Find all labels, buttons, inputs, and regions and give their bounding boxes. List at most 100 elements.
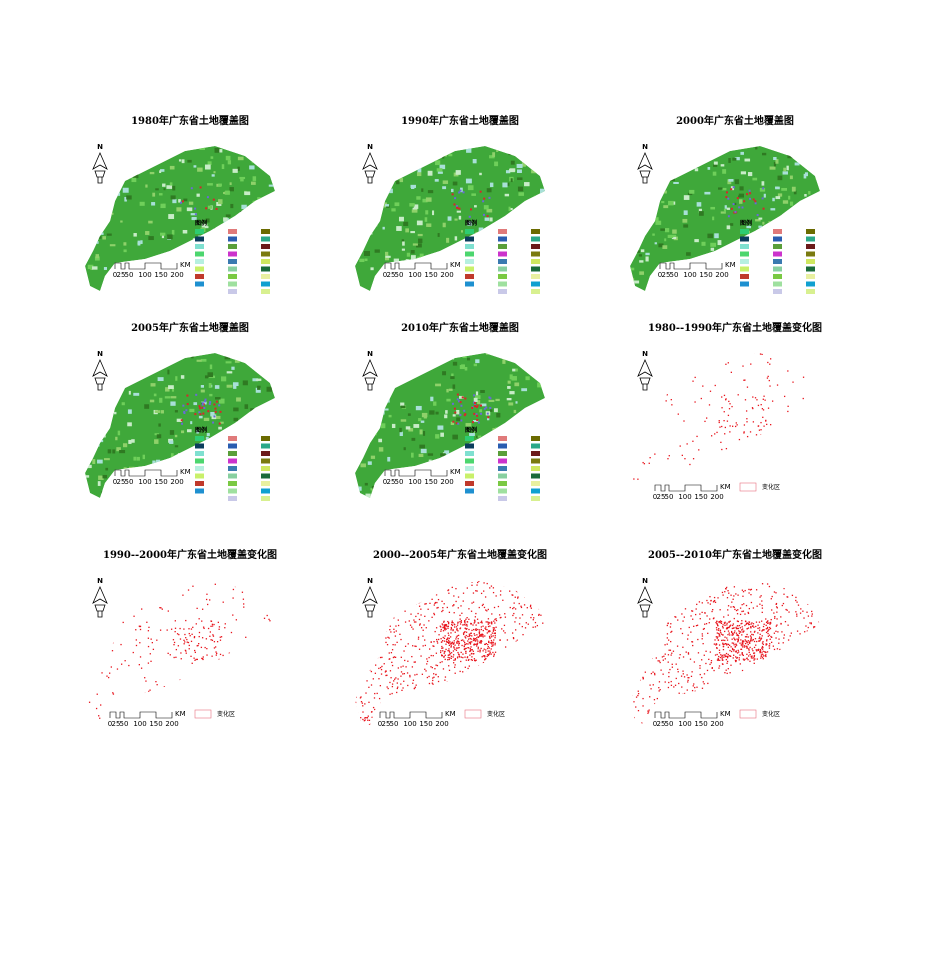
change-patch — [224, 623, 226, 625]
change-patch — [361, 618, 363, 620]
scale-line — [379, 711, 443, 719]
change-patch — [412, 628, 414, 630]
change-patch — [435, 594, 438, 596]
land-patch — [542, 268, 545, 273]
land-patch — [414, 466, 420, 470]
change-patch — [169, 577, 170, 578]
land-patch — [452, 414, 456, 417]
change-patch — [432, 679, 434, 682]
urban-patch — [734, 210, 737, 213]
scale-label: 0 — [658, 271, 662, 279]
change-patch — [649, 684, 651, 686]
land-patch — [418, 238, 423, 243]
change-patch — [681, 613, 683, 615]
land-patch — [445, 470, 450, 475]
change-patch — [513, 716, 516, 719]
change-patch — [502, 579, 503, 580]
change-patch — [644, 651, 646, 653]
change-patch — [749, 679, 752, 681]
land-patch — [188, 201, 194, 205]
land-patch — [406, 252, 411, 257]
change-patch — [470, 719, 473, 722]
land-patch — [130, 285, 137, 290]
land-patch — [789, 201, 794, 206]
change-patch — [466, 623, 468, 626]
change-patch — [759, 673, 762, 676]
change-patch — [686, 706, 688, 709]
change-patch — [492, 630, 495, 632]
change-patch — [796, 615, 798, 617]
change-patch — [473, 633, 475, 635]
change-patch — [791, 699, 794, 701]
change-patch — [211, 707, 213, 709]
land-patch — [635, 226, 639, 231]
land-patch — [459, 364, 465, 370]
scale-unit: KM — [180, 261, 191, 269]
change-patch — [791, 594, 794, 597]
change-patch — [490, 721, 493, 723]
legend-swatch — [261, 496, 270, 501]
change-patch — [458, 646, 460, 649]
land-patch — [733, 257, 736, 260]
land-patch — [696, 202, 702, 207]
change-patch — [435, 708, 438, 710]
change-patch — [656, 697, 658, 700]
legend-label: 变化区 — [762, 710, 780, 718]
land-patch — [734, 157, 740, 161]
change-patch — [433, 613, 436, 616]
land-patch — [225, 190, 230, 195]
land-patch — [714, 233, 719, 239]
land-patch — [122, 443, 128, 448]
change-patch — [686, 578, 687, 579]
land-patch — [85, 279, 89, 282]
change-patch — [454, 659, 457, 661]
change-patch — [768, 682, 770, 685]
change-patch — [507, 708, 509, 710]
legend-swatch — [261, 451, 270, 456]
change-patch — [193, 636, 196, 639]
change-patch — [658, 606, 660, 608]
change-patch — [445, 624, 448, 626]
change-patch — [248, 705, 251, 708]
change-patch — [771, 669, 774, 671]
change-patch — [633, 701, 635, 703]
change-patch — [230, 631, 233, 634]
change-patch — [453, 642, 455, 644]
change-patch — [543, 591, 545, 593]
change-patch — [427, 608, 429, 610]
change-patch — [800, 608, 802, 610]
change-patch — [470, 659, 472, 661]
land-patch — [781, 241, 787, 247]
change-patch — [236, 719, 238, 721]
land-patch — [154, 410, 161, 413]
urban-patch — [201, 402, 204, 405]
change-patch — [516, 647, 518, 649]
change-patch — [766, 643, 768, 645]
land-patch — [508, 402, 514, 406]
change-patch — [223, 697, 225, 700]
land-patch — [399, 427, 402, 433]
change-patch — [419, 600, 422, 603]
change-patch — [733, 632, 736, 634]
change-patch — [641, 585, 644, 587]
land-patch — [123, 353, 129, 355]
scale-label: 200 — [440, 478, 453, 486]
change-patch — [363, 575, 364, 576]
change-patch — [457, 607, 459, 609]
land-patch — [410, 255, 416, 260]
change-patch — [451, 641, 454, 643]
change-patch — [691, 701, 693, 703]
change-patch — [731, 642, 733, 644]
change-patch — [455, 626, 458, 628]
change-patch — [783, 691, 785, 693]
change-patch — [713, 643, 716, 645]
change-patch — [699, 618, 701, 620]
legend-swatch — [195, 244, 204, 249]
change-patch — [664, 658, 666, 660]
change-patch — [796, 593, 799, 596]
change-patch — [419, 695, 422, 698]
change-patch — [542, 608, 544, 610]
scale-label: 150 — [699, 271, 712, 279]
change-patch — [729, 431, 731, 433]
change-patch — [196, 645, 198, 647]
